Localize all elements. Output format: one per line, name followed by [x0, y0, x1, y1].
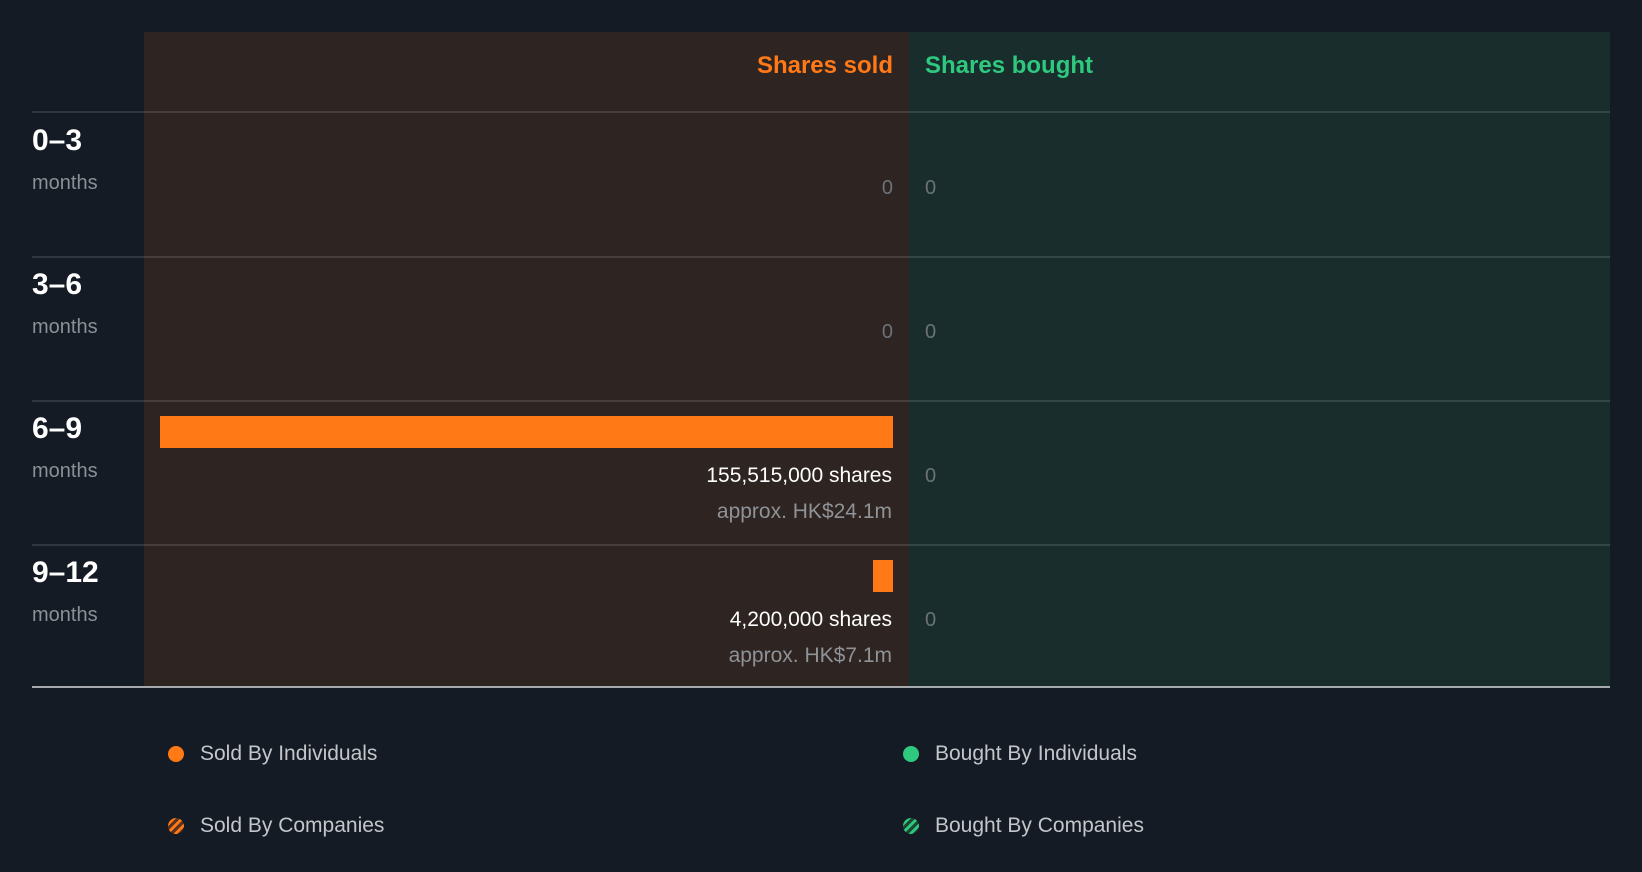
sold-value: 0 [881, 321, 893, 343]
striped-dot-icon [903, 818, 919, 834]
sold-value: 0 [881, 177, 893, 199]
sold-shares-count: 155,515,000 shares [706, 464, 892, 487]
row-divider [32, 544, 1610, 546]
legend-label: Sold By Companies [200, 814, 385, 837]
striped-dot-icon [168, 818, 184, 834]
sold-panel [144, 32, 909, 687]
legend-bought-individuals[interactable]: Bought By Individuals [903, 742, 1137, 766]
row-label-3-6: 3–6 months [32, 268, 98, 339]
unit-label: months [32, 316, 98, 338]
unit-label: months [32, 604, 98, 626]
unit-label: months [32, 460, 98, 482]
bottom-axis-rule [32, 686, 1610, 688]
solid-dot-icon [903, 746, 919, 762]
sold-bar[interactable] [873, 560, 893, 592]
header-shares-bought: Shares bought [925, 52, 1094, 79]
unit-label: months [32, 172, 98, 194]
bought-value: 0 [925, 177, 937, 199]
bought-value: 0 [925, 609, 937, 631]
header-shares-sold: Shares sold [756, 52, 893, 79]
sold-approx-value: approx. HK$7.1m [728, 644, 892, 667]
row-divider [32, 111, 1610, 113]
bought-value: 0 [925, 465, 937, 487]
row-divider [32, 400, 1610, 402]
sold-bar[interactable] [160, 416, 893, 448]
row-label-9-12: 9–12 months [32, 556, 99, 627]
sold-shares-count: 4,200,000 shares [729, 608, 892, 631]
legend-label: Sold By Individuals [200, 742, 378, 765]
legend-label: Bought By Companies [935, 814, 1144, 837]
sold-approx-value: approx. HK$24.1m [716, 500, 892, 523]
range-label: 3–6 [32, 268, 83, 301]
legend-label: Bought By Individuals [935, 742, 1137, 765]
bought-panel [909, 32, 1610, 687]
range-label: 9–12 [32, 556, 99, 589]
range-label: 0–3 [32, 124, 83, 157]
bought-value: 0 [925, 321, 937, 343]
legend-sold-companies[interactable]: Sold By Companies [168, 814, 384, 838]
legend-bought-companies[interactable]: Bought By Companies [903, 814, 1144, 838]
row-label-0-3: 0–3 months [32, 124, 98, 195]
row-label-6-9: 6–9 months [32, 412, 98, 483]
legend-sold-individuals[interactable]: Sold By Individuals [168, 742, 377, 766]
row-divider [32, 256, 1610, 258]
solid-dot-icon [168, 746, 184, 762]
range-label: 6–9 [32, 412, 83, 445]
